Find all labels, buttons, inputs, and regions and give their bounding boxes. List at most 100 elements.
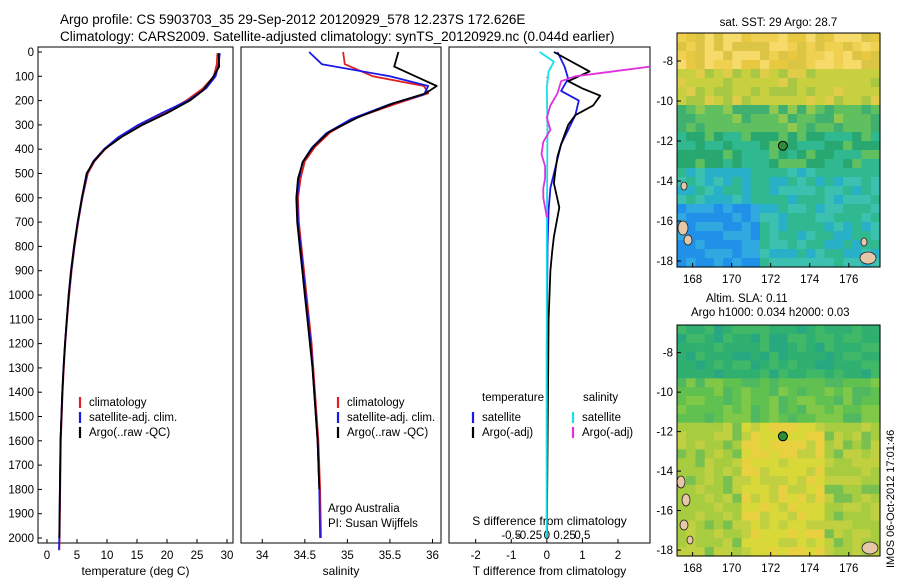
map-cell [861, 502, 872, 513]
map-cell [861, 105, 872, 115]
map-cell [704, 387, 715, 397]
legend-entry: Argo(-adj) [582, 427, 633, 439]
y-tick-label: 1500 [8, 412, 34, 424]
sst-map-title: sat. SST: 29 Argo: 28.7 [720, 17, 838, 29]
legend-entry: satellite [582, 412, 621, 424]
map-cell [833, 378, 844, 388]
map-cell [870, 132, 881, 142]
map-cell [787, 325, 798, 335]
map-cell [833, 396, 844, 406]
map-cell [843, 150, 853, 160]
map-cell [732, 342, 743, 353]
map-cell [778, 222, 789, 232]
map-cell [760, 51, 770, 61]
map-cell [797, 458, 807, 468]
map-cell [695, 458, 706, 468]
map-cell [870, 511, 881, 522]
map-cell [732, 33, 743, 43]
map-cell [806, 186, 816, 196]
map-cell [815, 195, 826, 205]
map-cell [870, 396, 881, 406]
map-cell [713, 51, 724, 61]
map-cell [686, 360, 696, 370]
map-cell [861, 325, 872, 335]
map-cell [704, 431, 715, 442]
map-cell [732, 195, 743, 205]
x-tick-label: 10 [101, 550, 114, 562]
map-cell [750, 231, 761, 241]
map-cell [741, 520, 752, 530]
map-cell [843, 42, 853, 52]
map-cell [806, 351, 816, 362]
map-cell [686, 484, 696, 495]
map-cell [843, 114, 853, 124]
map-cell [778, 87, 789, 97]
map-x-tick-label: 174 [800, 274, 820, 286]
map-cell [704, 96, 715, 106]
map-cell [750, 431, 761, 442]
map-cell [806, 141, 816, 151]
x-tick-label: 5 [74, 550, 80, 562]
map-cell [833, 195, 844, 205]
map-cell [861, 114, 872, 124]
island [683, 234, 693, 246]
map-cell [778, 387, 789, 397]
map-cell [852, 396, 863, 406]
map-cell [787, 484, 798, 495]
map-sst: 168 170 172 174 176 -8 -10 -12 -14 -16 -18 sat. SST… [656, 17, 881, 286]
map-cell [723, 333, 733, 344]
map-cell [704, 520, 715, 530]
map-cell [750, 529, 761, 539]
map-cell [824, 42, 835, 52]
map-cell [686, 123, 696, 133]
map-cell [843, 132, 853, 142]
map-cell [760, 502, 770, 513]
map-cell [852, 168, 863, 178]
map-cell [713, 114, 724, 124]
map-cell [824, 511, 835, 522]
map-cell [824, 369, 835, 379]
map-cell [797, 159, 807, 169]
map-cell [769, 440, 780, 450]
map-cell [833, 141, 844, 151]
map-cell [732, 87, 743, 97]
map-cell [769, 150, 780, 160]
map-cell [695, 502, 706, 513]
map-cell [861, 493, 872, 504]
map-cell [686, 168, 696, 178]
map-cell [806, 405, 816, 415]
map-cell [824, 105, 835, 115]
map-cell [695, 249, 706, 259]
map-cell [824, 325, 835, 335]
map-cell [797, 249, 807, 259]
map-cell [677, 114, 687, 124]
map-cell [824, 360, 835, 370]
map-cell [861, 132, 872, 142]
map-cell [686, 396, 696, 406]
map-cell [815, 141, 826, 151]
map-cell [861, 369, 872, 379]
map-cell [713, 440, 724, 450]
map-cell [741, 240, 752, 250]
difference-xlabel: T difference from climatology [473, 564, 627, 578]
map-cell [723, 51, 733, 61]
map-cell [861, 42, 872, 52]
map-cell [732, 529, 743, 539]
map-cell [824, 547, 835, 557]
map-cell [760, 150, 770, 160]
map-cell [833, 502, 844, 513]
map-cell [695, 396, 706, 406]
map-cell [750, 333, 761, 344]
map-cell [778, 177, 789, 187]
map-cell [787, 213, 798, 223]
map-cell [806, 520, 816, 530]
map-cell [723, 159, 733, 169]
map-cell [713, 69, 724, 79]
map-cell [732, 538, 743, 548]
map-cell [732, 387, 743, 397]
map-cell [750, 440, 761, 450]
map-cell [686, 520, 696, 530]
map-cell [760, 467, 770, 477]
map-cell [787, 511, 798, 522]
map-cell [769, 114, 780, 124]
